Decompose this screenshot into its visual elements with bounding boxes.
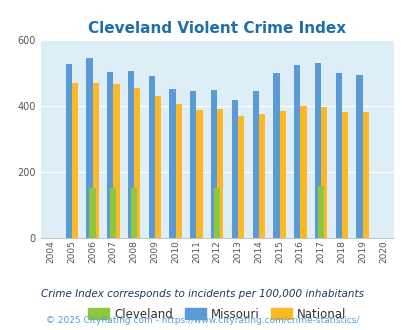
Bar [279,111,285,238]
Bar [314,63,320,238]
Bar [107,72,113,238]
Bar [134,88,140,238]
Bar [72,83,78,238]
Bar [65,64,72,238]
Bar [300,106,306,238]
Bar [89,188,96,238]
Bar [356,75,362,238]
Bar [320,107,326,238]
Text: Crime Index corresponds to incidents per 100,000 inhabitants: Crime Index corresponds to incidents per… [41,289,364,299]
Bar [196,110,202,238]
Bar [258,114,264,238]
Bar [341,112,347,238]
Bar [110,188,116,238]
Bar [293,65,300,238]
Bar [335,73,341,238]
Bar [148,76,154,238]
Bar [273,73,279,238]
Bar [131,188,137,238]
Bar [175,104,181,238]
Bar [154,96,161,238]
Bar [211,90,217,238]
Bar [113,84,119,238]
Bar [252,91,258,238]
Bar [92,83,98,238]
Bar [231,100,237,238]
Legend: Cleveland, Missouri, National: Cleveland, Missouri, National [83,303,350,325]
Bar [169,89,175,238]
Bar [213,188,220,238]
Bar [362,112,368,238]
Bar [86,58,92,238]
Bar [237,116,244,238]
Bar [128,71,134,238]
Title: Cleveland Violent Crime Index: Cleveland Violent Crime Index [88,21,345,36]
Bar [190,91,196,238]
Bar [217,109,223,238]
Text: © 2025 CityRating.com - https://www.cityrating.com/crime-statistics/: © 2025 CityRating.com - https://www.city… [46,316,359,325]
Bar [317,186,324,238]
